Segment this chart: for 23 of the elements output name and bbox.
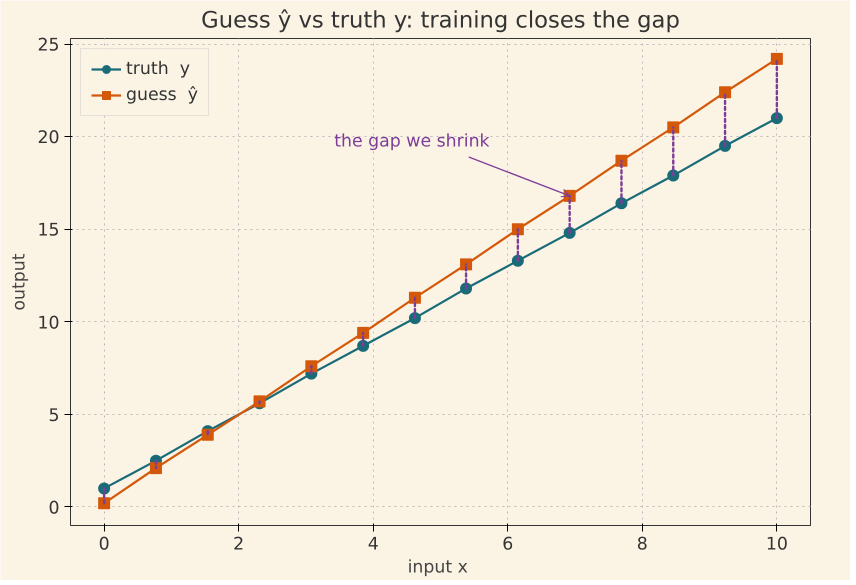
annotation: the gap we shrink xyxy=(334,131,490,152)
point xyxy=(719,86,732,98)
x-tick-label: 0 xyxy=(98,534,110,554)
y-tick-label: 0 xyxy=(48,498,60,518)
legend-label: truth y xyxy=(126,59,190,79)
x-tick-label: 2 xyxy=(233,534,244,554)
chart-title: Guess ŷ vs truth y: training closes the gap xyxy=(201,8,680,34)
point xyxy=(770,52,783,65)
y-axis-title: output xyxy=(9,253,30,311)
y-tick-label: 5 xyxy=(48,406,60,426)
x-tick-label: 6 xyxy=(502,534,514,554)
legend-label: guess ŷ xyxy=(126,85,198,105)
point xyxy=(408,292,421,304)
x-tick-label: 10 xyxy=(766,534,788,554)
x-tick-label: 4 xyxy=(368,534,379,554)
point xyxy=(202,428,214,441)
point xyxy=(615,154,628,167)
y-tick-label: 15 xyxy=(37,220,60,241)
x-tick-label: 8 xyxy=(636,534,648,554)
y-tick-label: 10 xyxy=(37,313,60,334)
y-tick-label: 20 xyxy=(37,128,60,148)
x-axis-title: input x xyxy=(408,558,468,578)
y-tick-label: 25 xyxy=(37,36,60,56)
